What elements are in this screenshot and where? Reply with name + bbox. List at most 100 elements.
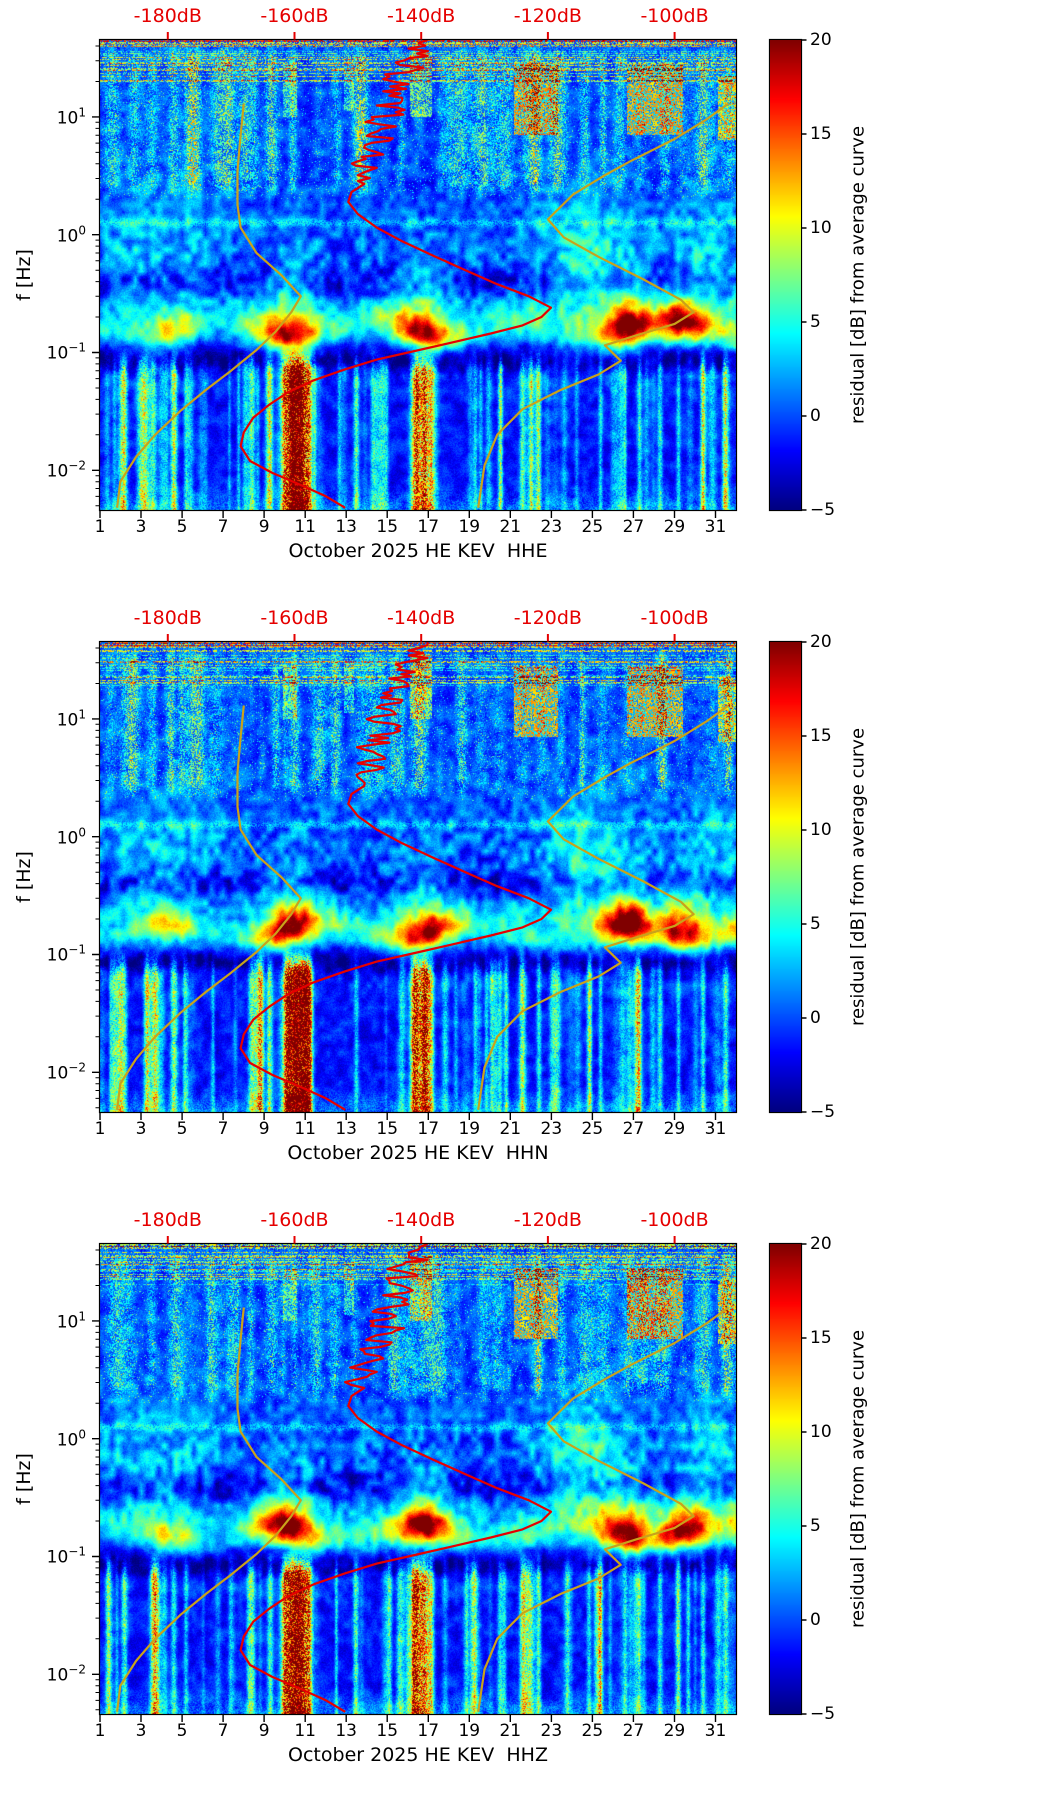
- spectrogram-panel-hhe: -180dB -160dB -140dB -120dB -100dB f [Hz] 10…: [0, 0, 1052, 602]
- top-axis-tick-label: -100dB: [640, 1209, 709, 1231]
- y-tick-exponent: 0: [78, 825, 86, 840]
- x-tick-label: 13: [335, 517, 358, 537]
- y-tick-label: 10−2: [46, 1060, 86, 1084]
- colorbar-gradient: [770, 40, 801, 510]
- x-tick-label: 7: [217, 1721, 229, 1741]
- top-axis-tick-label: -180dB: [133, 5, 202, 27]
- x-axis-label: October 2025 HE KEV HHE: [288, 540, 548, 562]
- x-tick-label: 17: [417, 1721, 440, 1741]
- x-tick-label: 9: [258, 517, 270, 537]
- colorbar-tick-label: 15: [810, 124, 832, 144]
- x-tick-label: 17: [417, 517, 440, 537]
- top-axis-tick-label: -160dB: [260, 5, 329, 27]
- y-tick-exponent: 0: [78, 223, 86, 238]
- top-axis-tick-label: -120dB: [513, 5, 582, 27]
- x-tick-label: 23: [540, 517, 563, 537]
- colorbar-tick-label: 5: [810, 312, 821, 332]
- x-tick-label: 21: [499, 1721, 522, 1741]
- x-tick-label: 15: [376, 517, 399, 537]
- y-tick-exponent: 1: [78, 1309, 86, 1324]
- x-tick-label: 1: [94, 1119, 106, 1139]
- x-tick-label: 23: [540, 1721, 563, 1741]
- x-tick-label: 9: [258, 1119, 270, 1139]
- colorbar-gradient: [770, 1244, 801, 1714]
- colorbar-tick-labels: 20 15 10 5 0 −5: [0, 602, 1052, 1204]
- colorbar-tick-label: 5: [810, 1516, 821, 1536]
- y-tick-label: 100: [56, 825, 86, 849]
- colorbar-tick-label: −5: [810, 500, 836, 520]
- colorbar-gradient: [770, 642, 801, 1112]
- top-axis-tick-label: -100dB: [640, 5, 709, 27]
- y-tick-exponent: −2: [68, 458, 86, 473]
- x-tick-label: 5: [176, 1119, 188, 1139]
- x-tick-label: 17: [417, 1119, 440, 1139]
- x-tick-label: 23: [540, 1119, 563, 1139]
- colorbar-tick-label: 0: [810, 1008, 821, 1028]
- colorbar-tick-label: 20: [810, 30, 832, 50]
- colorbar-label: residual [dB] from average curve: [847, 125, 869, 425]
- colorbar-tick-labels: 20 15 10 5 0 −5: [0, 1204, 1052, 1806]
- x-tick-label: 29: [663, 1721, 686, 1741]
- x-tick-label: 11: [294, 1721, 316, 1741]
- x-tick-label: 25: [581, 1721, 604, 1741]
- top-axis-tick-label: -160dB: [260, 607, 329, 629]
- x-axis-tick-labels: 1 3 5 7 9 11 13 15 17 19 21 23 25 27 29 31: [0, 1119, 1052, 1141]
- x-tick-label: 27: [622, 1721, 645, 1741]
- top-axis-tick-label: -140dB: [387, 5, 456, 27]
- colorbar-tick-label: 10: [810, 218, 832, 238]
- x-tick-label: 31: [704, 1721, 727, 1741]
- y-axis-tick-labels: 101 100 10−1 10−2: [0, 602, 94, 1204]
- x-tick-label: 3: [135, 1721, 147, 1741]
- colorbar-tick-label: 5: [810, 914, 821, 934]
- spectrogram-panel-hhn: -180dB -160dB -140dB -120dB -100dB f [Hz] 10…: [0, 602, 1052, 1204]
- x-tick-label: 25: [581, 1119, 604, 1139]
- x-tick-label: 3: [135, 1119, 147, 1139]
- top-axis-tick-label: -160dB: [260, 1209, 329, 1231]
- x-tick-label: 11: [294, 517, 316, 537]
- y-tick-label: 101: [56, 707, 86, 731]
- y-tick-label: 101: [56, 105, 86, 129]
- top-axis-tick-label: -140dB: [387, 1209, 456, 1231]
- colorbar-tick-labels: 20 15 10 5 0 −5: [0, 0, 1052, 602]
- x-tick-label: 21: [499, 517, 522, 537]
- colorbar-tick-label: 20: [810, 632, 832, 652]
- x-tick-label: 5: [176, 517, 188, 537]
- y-tick-label: 100: [56, 1427, 86, 1451]
- x-tick-label: 31: [704, 1119, 727, 1139]
- y-tick-exponent: −2: [68, 1662, 86, 1677]
- y-tick-exponent: −1: [68, 341, 86, 356]
- colorbar-tick-label: 0: [810, 1610, 821, 1630]
- colorbar-tick-label: 20: [810, 1234, 832, 1254]
- y-axis-tick-labels: 101 100 1 0 −1 10−2: [0, 0, 94, 602]
- x-axis-tick-labels: 1 3 5 7 9 11 13 15 17 19 21 23 25 27 29 31: [0, 517, 1052, 539]
- x-tick-label: 19: [458, 1119, 481, 1139]
- y-tick-exponent: −1: [68, 1545, 86, 1560]
- colorbar: [770, 40, 801, 510]
- colorbar: [770, 1244, 801, 1714]
- y-tick-label: 10−1: [46, 943, 86, 966]
- x-tick-label: 13: [335, 1119, 358, 1139]
- x-tick-label: 9: [258, 1721, 270, 1741]
- top-axis-tick-labels: -180dB -160dB -140dB -120dB -100dB: [0, 1209, 1052, 1233]
- x-tick-label: 25: [581, 517, 604, 537]
- y-tick-label: 101: [56, 1309, 86, 1333]
- x-tick-label: 7: [217, 517, 229, 537]
- y-tick-label: 10−2: [46, 1662, 86, 1686]
- y-tick-exponent: 1: [78, 105, 86, 120]
- spectrogram-panel-hhz: -180dB -160dB -140dB -120dB -100dB f [Hz] 10…: [0, 1204, 1052, 1806]
- top-axis-tick-label: -120dB: [513, 1209, 582, 1231]
- x-axis-label: October 2025 HE KEV HHZ: [288, 1744, 548, 1766]
- top-axis-tick-label: -180dB: [133, 1209, 202, 1231]
- x-tick-label: 27: [622, 1119, 645, 1139]
- top-axis-tick-labels: -180dB -160dB -140dB -120dB -100dB: [0, 607, 1052, 631]
- y-tick-label: 100: [56, 223, 86, 247]
- top-axis-tick-label: -120dB: [513, 607, 582, 629]
- colorbar-label: residual [dB] from average curve: [847, 1329, 869, 1629]
- x-tick-label: 29: [663, 1119, 686, 1139]
- colorbar-tick-label: 10: [810, 1422, 832, 1442]
- colorbar-tick-label: 15: [810, 1328, 832, 1348]
- x-tick-label: 11: [294, 1119, 316, 1139]
- top-axis-tick-label: -180dB: [133, 607, 202, 629]
- colorbar-tick-label: 15: [810, 726, 832, 746]
- y-tick-label: 10−2: [46, 458, 86, 482]
